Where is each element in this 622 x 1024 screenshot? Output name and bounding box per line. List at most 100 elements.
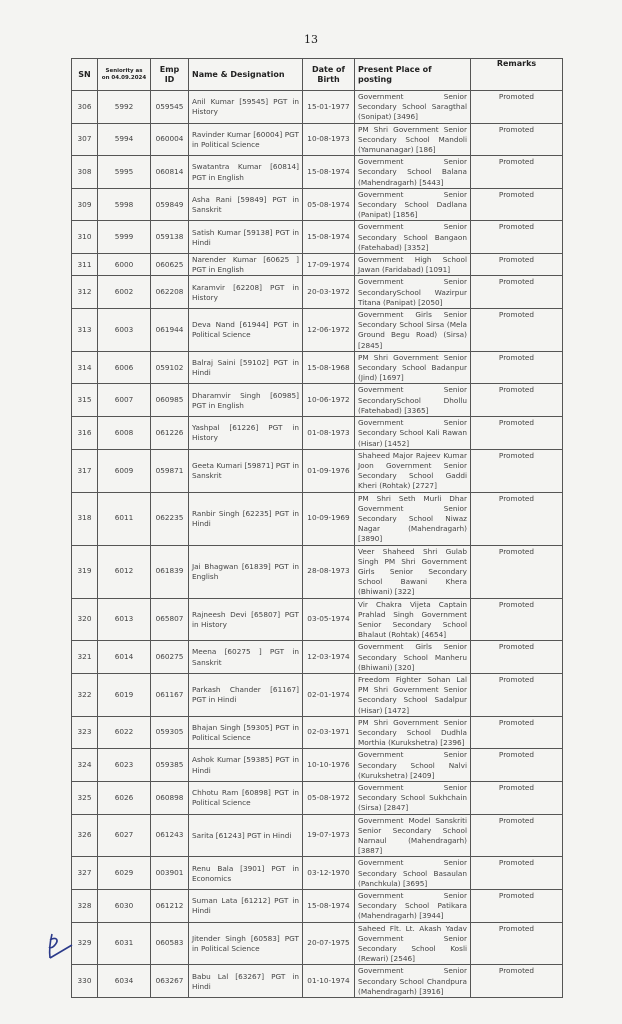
cell-name: Yashpal [61226] PGT in History — [188, 416, 303, 450]
cell-sn: 319 — [71, 544, 98, 599]
cell-emp-id: 061212 — [150, 889, 189, 923]
cell-emp-id: 062235 — [150, 491, 189, 546]
cell-dob: 01-09-1976 — [302, 448, 355, 493]
table-row: 314 6006 059102 Balraj Saini [59102] PGT in… — [71, 350, 563, 385]
cell-place: Veer Shaheed Shri Gulab Singh PM Shri Go… — [354, 544, 471, 599]
cell-sn: 328 — [71, 889, 98, 923]
cell-place: Government Senior SecondarySchool Wazirp… — [354, 275, 471, 310]
cell-name: Babu Lal [63267] PGT in Hindi — [188, 964, 303, 999]
cell-place: Government Senior Secondary School Kali … — [354, 416, 471, 450]
cell-emp-id: 061226 — [150, 416, 189, 450]
table-row: 326 6027 061243 Sarita [61243] PGT in Hindi… — [71, 813, 563, 858]
cell-seniority: 6022 — [97, 715, 151, 750]
cell-emp-id: 059849 — [150, 187, 189, 222]
table-row: 306 5992 059545 Anil Kumar [59545] PGT in H… — [71, 90, 563, 124]
cell-place: Government Senior Secondary School Sarag… — [354, 90, 471, 124]
cell-rem: Promoted — [470, 544, 563, 599]
cell-emp-id: 059138 — [150, 220, 189, 255]
cell-name: Karamvir [62208] PGT in History — [188, 275, 303, 310]
table-row: 325 6026 060898 Chhotu Ram [60898] PGT in P… — [71, 781, 563, 815]
cell-seniority: 6000 — [97, 253, 151, 277]
cell-dob: 15-08-1974 — [302, 220, 355, 255]
cell-place: Saheed Flt. Lt. Akash Yadav Government S… — [354, 921, 471, 966]
cell-rem: Promoted — [470, 889, 563, 923]
cell-name: Renu Bala [3901] PGT in Economics — [188, 856, 303, 891]
cell-name: Swatantra Kumar [60814] PGT in English — [188, 155, 303, 189]
cell-seniority: 5999 — [97, 220, 151, 255]
cell-place: Government Senior Secondary School Sukhc… — [354, 781, 471, 815]
cell-dob: 12-06-1972 — [302, 308, 355, 352]
cell-sn: 318 — [71, 491, 98, 546]
cell-sn: 314 — [71, 350, 98, 385]
cell-seniority: 6031 — [97, 921, 151, 966]
cell-dob: 10-09-1969 — [302, 491, 355, 546]
cell-rem: Promoted — [470, 220, 563, 255]
cell-dob: 05-08-1974 — [302, 187, 355, 222]
table-row: 307 5994 060004 Ravinder Kumar [60004] PGT … — [71, 122, 563, 157]
cell-place: Government Senior Secondary School Nalvi… — [354, 748, 471, 782]
cell-name: Meena [60275 ] PGT in Sanskrit — [188, 640, 303, 674]
header-seniority: Seniority as on 04.09.2024 — [97, 58, 151, 91]
cell-seniority: 6029 — [97, 856, 151, 891]
cell-dob: 01-10-1974 — [302, 964, 355, 999]
cell-seniority: 6007 — [97, 383, 151, 418]
cell-emp-id: 060898 — [150, 781, 189, 815]
cell-name: Asha Rani [59849] PGT in Sanskrit — [188, 187, 303, 222]
header-sn: SN — [71, 58, 98, 91]
cell-sn: 322 — [71, 672, 98, 717]
cell-name: Parkash Chander [61167] PGT in Hindi — [188, 672, 303, 717]
cell-sn: 315 — [71, 383, 98, 418]
cell-name: Suman Lata [61212] PGT in Hindi — [188, 889, 303, 923]
table-row: 329 6031 060583 Jitender Singh [60583] PGT … — [71, 921, 563, 966]
table-row: 312 6002 062208 Karamvir [62208] PGT in His… — [71, 275, 563, 310]
cell-sn: 317 — [71, 448, 98, 493]
cell-rem: Promoted — [470, 715, 563, 750]
table-row: 310 5999 059138 Satish Kumar [59138] PGT in… — [71, 220, 563, 255]
cell-place: Government Senior Secondary School Patik… — [354, 889, 471, 923]
cell-name: Chhotu Ram [60898] PGT in Political Scie… — [188, 781, 303, 815]
cell-name: Deva Nand [61944] PGT in Political Scien… — [188, 308, 303, 352]
cell-emp-id: 059871 — [150, 448, 189, 493]
cell-sn: 329 — [71, 921, 98, 966]
cell-emp-id: 059305 — [150, 715, 189, 750]
cell-emp-id: 060985 — [150, 383, 189, 418]
cell-emp-id: 059385 — [150, 748, 189, 782]
header-remarks: Remarks — [470, 58, 563, 91]
cell-name: Anil Kumar [59545] PGT in History — [188, 90, 303, 124]
table-row: 317 6009 059871 Geeta Kumari [59871] PGT in… — [71, 448, 563, 493]
cell-name: Ravinder Kumar [60004] PGT in Political … — [188, 122, 303, 157]
cell-rem: Promoted — [470, 122, 563, 157]
cell-place: PM Shri Government Senior Secondary Scho… — [354, 715, 471, 750]
cell-dob: 20-07-1975 — [302, 921, 355, 966]
cell-rem: Promoted — [470, 964, 563, 999]
cell-sn: 321 — [71, 640, 98, 674]
cell-name: Narender Kumar [60625 ] PGT in English — [188, 253, 303, 277]
cell-seniority: 6009 — [97, 448, 151, 493]
cell-seniority: 6019 — [97, 672, 151, 717]
cell-sn: 326 — [71, 813, 98, 858]
cell-sn: 313 — [71, 308, 98, 352]
cell-emp-id: 061167 — [150, 672, 189, 717]
cell-name: Satish Kumar [59138] PGT in Hindi — [188, 220, 303, 255]
cell-rem: Promoted — [470, 350, 563, 385]
table-row: 316 6008 061226 Yashpal [61226] PGT in Hist… — [71, 416, 563, 450]
cell-seniority: 6006 — [97, 350, 151, 385]
cell-rem: Promoted — [470, 856, 563, 891]
cell-sn: 330 — [71, 964, 98, 999]
cell-place: Government Senior Secondary School Dadla… — [354, 187, 471, 222]
cell-emp-id: 062208 — [150, 275, 189, 310]
cell-rem: Promoted — [470, 383, 563, 418]
table-row: 328 6030 061212 Suman Lata [61212] PGT in H… — [71, 889, 563, 923]
cell-rem: Promoted — [470, 781, 563, 815]
header-place: Present Place of posting — [354, 58, 471, 91]
cell-name: Jai Bhagwan [61839] PGT in English — [188, 544, 303, 599]
cell-sn: 307 — [71, 122, 98, 157]
cell-name: Balraj Saini [59102] PGT in Hindi — [188, 350, 303, 385]
cell-name: Bhajan Singh [59305] PGT in Political Sc… — [188, 715, 303, 750]
cell-place: Vir Chakra Vijeta Captain Prahlad Singh … — [354, 597, 471, 642]
table-row: 319 6012 061839 Jai Bhagwan [61839] PGT in … — [71, 544, 563, 599]
cell-rem: Promoted — [470, 640, 563, 674]
cell-sn: 306 — [71, 90, 98, 124]
cell-sn: 311 — [71, 253, 98, 277]
cell-place: PM Shri Seth Murli Dhar Government Senio… — [354, 491, 471, 546]
